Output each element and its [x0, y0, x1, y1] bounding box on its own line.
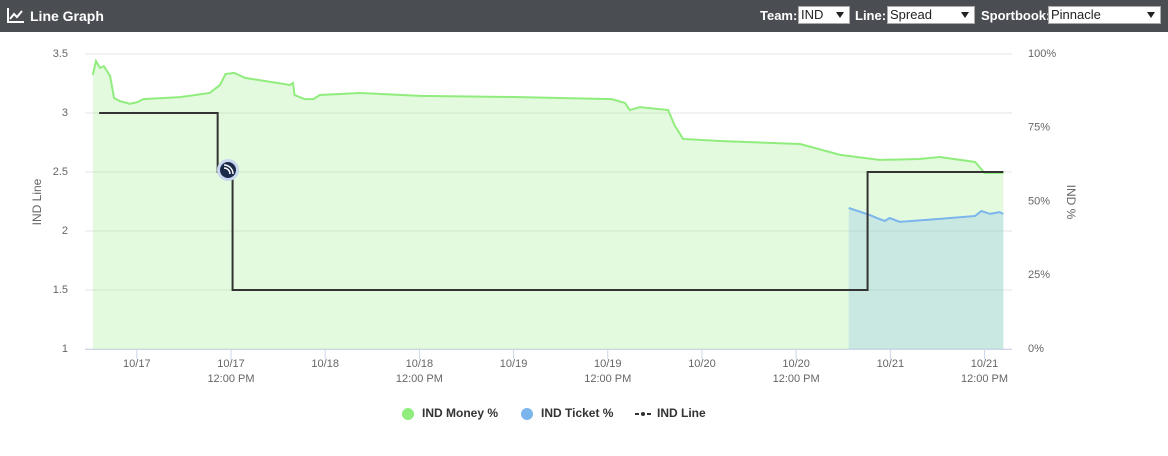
legend-marker — [641, 412, 645, 416]
header: Line Graph Team: IND Line: Spread Sportb… — [0, 0, 1168, 32]
x-tick-label: 10/21 — [876, 358, 905, 370]
y-tick-label: 3 — [62, 107, 68, 119]
y2-tick-label: 100% — [1028, 48, 1056, 60]
x-tick-label: 10/19 — [499, 358, 528, 370]
x-tick-label: 10/19 12:00 PM — [584, 358, 632, 385]
x-tick-label: 10/17 12:00 PM — [207, 358, 255, 385]
legend-marker — [521, 408, 533, 420]
x-tick-label: 10/21 12:00 PM — [960, 358, 1009, 385]
y2-tick-label: 0% — [1028, 343, 1044, 355]
event-icon — [223, 164, 234, 175]
y-tick-label: 1 — [62, 343, 68, 355]
x-tick-label: 10/20 12:00 PM — [772, 358, 820, 385]
y2-axis-title: IND % — [1064, 185, 1078, 220]
y2-tick-label: 50% — [1028, 195, 1050, 207]
y-tick-label: 2 — [62, 225, 68, 237]
y-tick-label: 2.5 — [53, 166, 68, 178]
legend-marker — [402, 408, 414, 420]
legend-label: IND Money % — [422, 406, 498, 420]
line — [99, 112, 1004, 291]
area-fill — [92, 61, 1004, 349]
chart-icon — [7, 8, 24, 23]
control-label: Line: — [855, 8, 887, 23]
y-tick-label: 1.5 — [53, 284, 68, 296]
area-line — [848, 207, 1004, 223]
area-line — [91, 58, 1004, 174]
legend-label: IND Ticket % — [541, 406, 614, 420]
y-axis-title: IND Line — [30, 178, 44, 225]
control-label: Team: — [760, 8, 798, 23]
select[interactable]: IND — [798, 6, 850, 24]
select[interactable]: Spread — [887, 6, 975, 24]
x-tick-label: 10/20 — [688, 358, 716, 370]
title: Line Graph — [30, 8, 104, 24]
select[interactable]: Pinnacle — [1048, 6, 1161, 24]
y2-tick-label: 25% — [1028, 269, 1050, 281]
legend-label: IND Line — [657, 406, 706, 420]
x-tick-label: 10/18 12:00 PM — [395, 358, 443, 385]
y-tick-label: 3.5 — [53, 48, 68, 60]
area-fill — [848, 207, 1004, 349]
control-label: Sportbook: — [981, 8, 1051, 23]
y2-tick-label: 75% — [1028, 122, 1050, 134]
x-tick-label: 10/18 — [311, 358, 339, 370]
x-tick-label: 10/17 — [123, 358, 151, 370]
